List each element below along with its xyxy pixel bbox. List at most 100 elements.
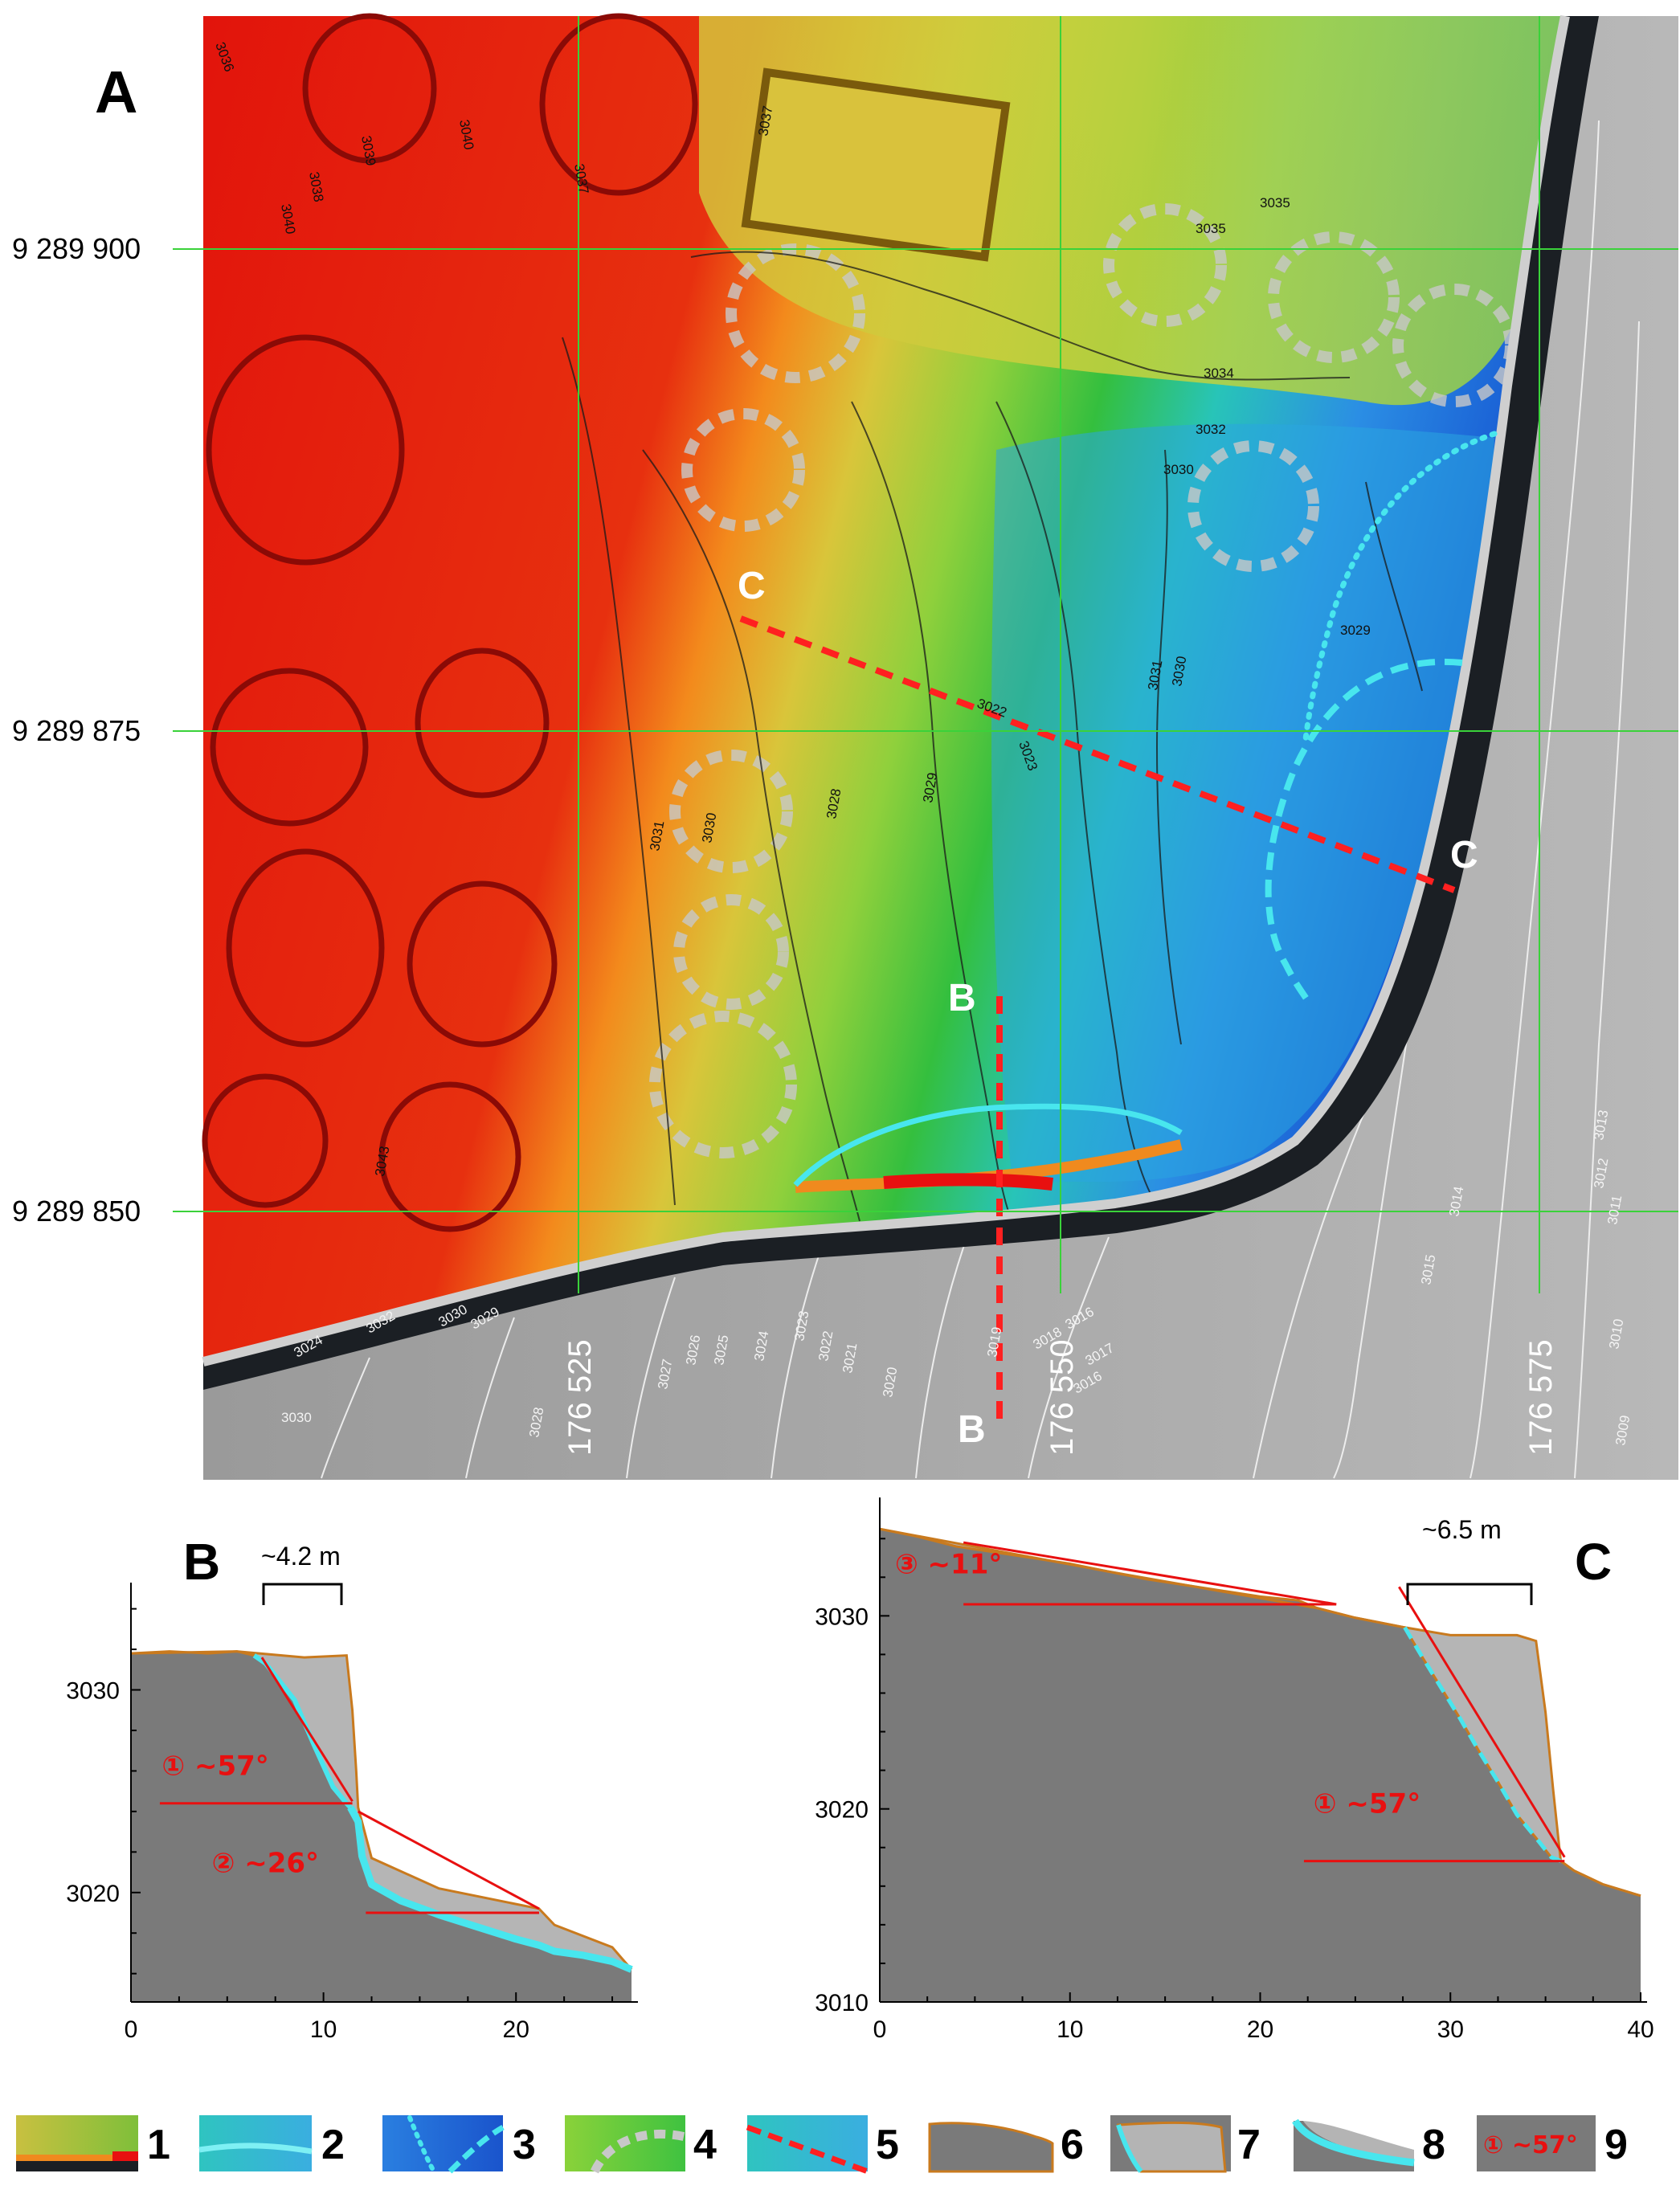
angle-label: ③ ~11° xyxy=(895,1548,1002,1580)
legend-swatch-6 xyxy=(928,2122,1054,2173)
contour-label: 3032 xyxy=(1196,422,1226,437)
profile-c-start-label: C xyxy=(738,565,766,607)
contour-label: 3030 xyxy=(281,1410,312,1425)
width-annotation-b: ~4.2 m xyxy=(261,1542,341,1571)
terrain-profile-area xyxy=(131,1651,632,2002)
y-tick-label: 3030 xyxy=(815,1603,869,1630)
y-tick-label: 3010 xyxy=(815,1990,869,2016)
angle-label: ① ~57° xyxy=(1314,1787,1420,1820)
easting-label-2: 176 550 xyxy=(1044,1339,1080,1456)
easting-label-1: 176 525 xyxy=(562,1339,598,1456)
legend-number-4: 4 xyxy=(693,2122,717,2168)
legend-item-7: 7 xyxy=(1110,2115,1261,2173)
floodplain-contours xyxy=(321,120,1640,1479)
terrain-profile-area xyxy=(880,1529,1641,2002)
legend-swatch-7-scar xyxy=(1116,2124,1143,2173)
width-bracket-b xyxy=(262,1583,343,1605)
panel-label-b: B xyxy=(183,1533,220,1591)
legend-number-5: 5 xyxy=(876,2122,899,2168)
contour-label: 3030 xyxy=(1163,462,1194,477)
profile-b-end-label: B xyxy=(958,1408,986,1451)
legend-swatch-8-scar xyxy=(1292,2118,1415,2167)
river-bank-line xyxy=(202,14,1570,1367)
contour-label: 3034 xyxy=(1204,366,1234,381)
legend-swatch-5 xyxy=(747,2115,868,2171)
legend-swatch-4-circle xyxy=(591,2129,687,2174)
x-tick-label: 0 xyxy=(125,2016,138,2043)
width-bracket-c xyxy=(1406,1583,1533,1605)
legend-swatch-3 xyxy=(382,2115,503,2171)
legend-number-8: 8 xyxy=(1422,2122,1445,2168)
legend-number-7: 7 xyxy=(1237,2122,1261,2168)
contour-label: 3029 xyxy=(1340,623,1371,638)
slope-1-line xyxy=(1398,1586,1566,1858)
terrace-structure xyxy=(741,67,1011,262)
profile-b-start-label: B xyxy=(948,977,976,1019)
y-tick-label: 3030 xyxy=(66,1678,120,1705)
legend-item-6: 6 xyxy=(928,2122,1084,2173)
legend-number-1: 1 xyxy=(147,2122,170,2168)
legend-number-9: 9 xyxy=(1604,2122,1628,2168)
legend-swatch-2-line xyxy=(198,2143,313,2155)
legend-item-3: 3 xyxy=(382,2115,536,2174)
easting-label-3: 176 575 xyxy=(1523,1339,1559,1456)
lower-deposit-zone xyxy=(991,423,1494,1183)
panel-label-a: A xyxy=(95,59,137,125)
northing-label-2: 9 289 875 xyxy=(12,714,141,747)
x-tick-label: 0 xyxy=(873,2016,887,2043)
profile-panel-b: 0 10 20 3020 3030 ① ~57° ② ~26° B ~4.2 m xyxy=(66,1533,638,2043)
slope-3-line xyxy=(963,1541,1337,1606)
legend-item-1: 1 xyxy=(16,2115,170,2171)
contour-lines xyxy=(562,251,1423,1222)
x-tick-label: 10 xyxy=(1057,2016,1083,2043)
scar-dotted-line xyxy=(1302,431,1498,742)
profile-c-end-label: C xyxy=(1450,834,1478,876)
legend-item-8: 8 xyxy=(1292,2118,1445,2171)
legend-swatch-3-dotted xyxy=(407,2115,436,2174)
legend: 1 2 3 4 5 6 xyxy=(16,2115,1628,2175)
x-tick-label: 10 xyxy=(310,2016,337,2043)
legend-swatch-1-red xyxy=(112,2151,138,2161)
legend-swatch-8-removed xyxy=(1303,2121,1414,2161)
scar-profile-line xyxy=(1403,1626,1562,1863)
slope-2-line xyxy=(358,1810,540,1910)
legend-swatch-9 xyxy=(1477,2115,1596,2171)
profile-b-plot: 0 10 20 3020 3030 ① ~57° ② ~26° xyxy=(66,1583,638,2043)
angle-label: ② ~26° xyxy=(212,1848,319,1880)
legend-swatch-1-river xyxy=(16,2161,138,2171)
contour-label: 3035 xyxy=(1260,195,1290,210)
scar-dashed-line xyxy=(1265,658,1463,1006)
legend-swatch-9-label: ① ~57° xyxy=(1483,2131,1578,2159)
y-tick-label: 3020 xyxy=(66,1881,120,1907)
profile-panel-c: 0 10 20 30 40 3010 3020 3030 ③ ~11° ① ~57° C ~6.5… xyxy=(815,1497,1654,2043)
angle-label: ① ~57° xyxy=(161,1750,268,1782)
x-tick-label: 40 xyxy=(1627,2016,1653,2043)
legend-number-2: 2 xyxy=(321,2122,345,2168)
circular-ponds xyxy=(202,13,698,1232)
slope-1-line xyxy=(260,1657,354,1803)
profile-c-plot: 0 10 20 30 40 3010 3020 3030 ③ ~11° ① ~57° xyxy=(815,1497,1654,2043)
legend-item-2: 2 xyxy=(198,2115,345,2171)
legend-item-9: ① ~57° 9 xyxy=(1477,2115,1628,2171)
x-tick-label: 20 xyxy=(1247,2016,1273,2043)
y-tick-label: 3020 xyxy=(815,1797,869,1824)
x-tick-label: 30 xyxy=(1437,2016,1464,2043)
scar-line xyxy=(793,1103,1183,1187)
contour-label: 3035 xyxy=(1196,221,1226,236)
terrain-profile-outline xyxy=(879,1527,1641,1898)
panel-label-c: C xyxy=(1575,1533,1612,1591)
legend-swatch-1-orange xyxy=(16,2155,138,2161)
northing-label-3: 9 289 850 xyxy=(12,1195,141,1228)
legend-number-3: 3 xyxy=(513,2122,536,2168)
old-pit-outlines xyxy=(649,203,1516,1158)
width-annotation-c: ~6.5 m xyxy=(1422,1515,1502,1544)
legend-item-5: 5 xyxy=(746,2115,899,2175)
legend-number-6: 6 xyxy=(1061,2122,1084,2168)
profile-line-c xyxy=(739,615,1456,893)
x-tick-label: 20 xyxy=(503,2016,529,2043)
bank-segment-red xyxy=(883,1173,1053,1191)
legend-swatch-3-dashed xyxy=(448,2124,505,2174)
pre-failure-outline xyxy=(130,1650,633,1971)
